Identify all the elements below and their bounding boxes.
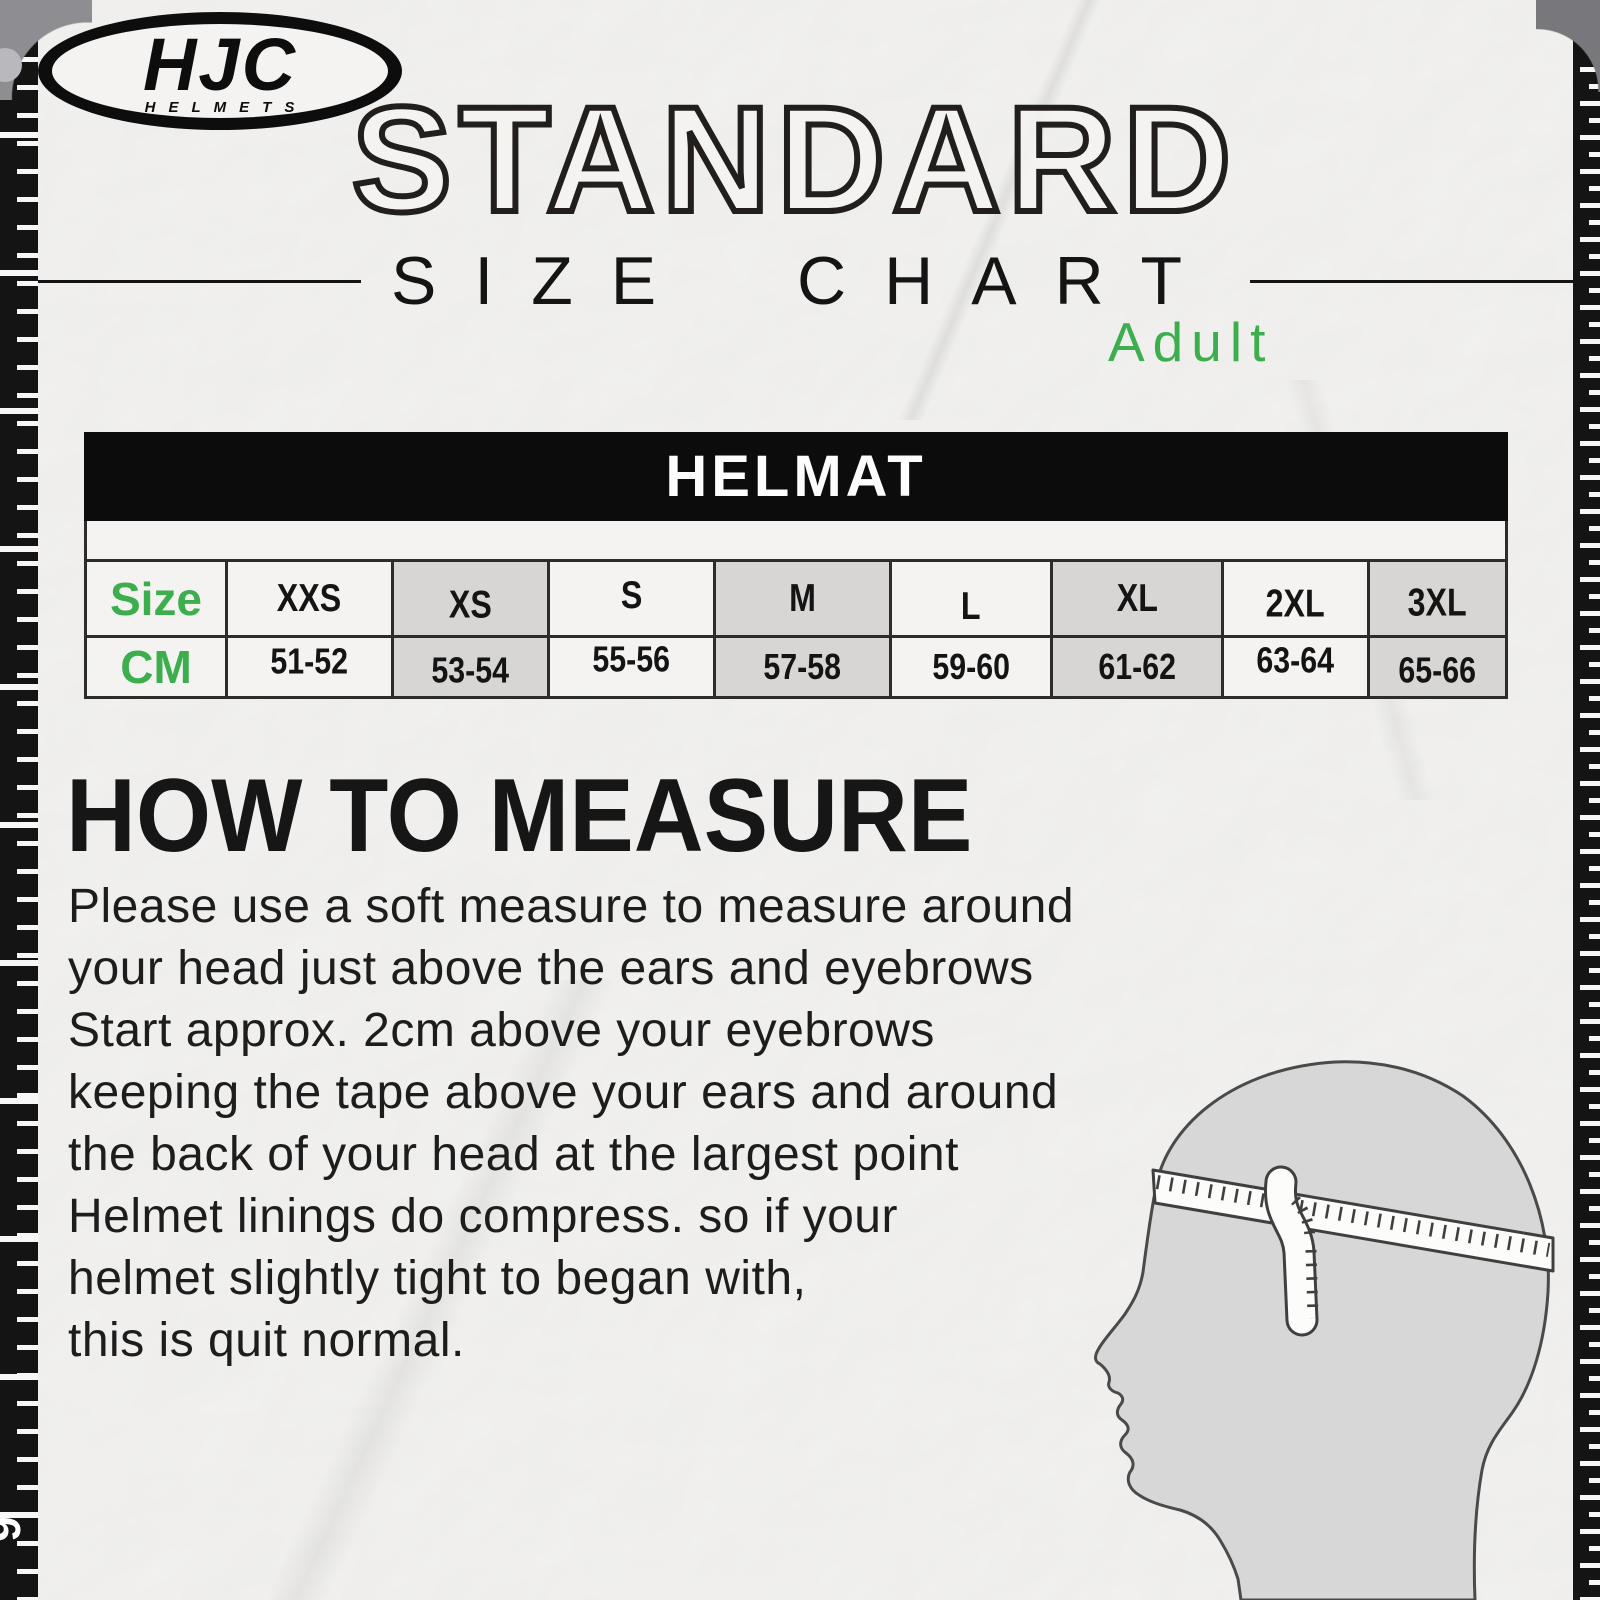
cm-row-label-cell: CM xyxy=(87,638,225,696)
cm-cell: 63-64 xyxy=(1224,638,1367,696)
cm-cell: 65-66 xyxy=(1370,638,1505,696)
size-cell: S xyxy=(550,562,713,635)
cm-label: CM xyxy=(120,641,192,693)
ruler-number: 6 xyxy=(0,1516,31,1542)
subtitle-row: SIZE CHART xyxy=(38,243,1573,319)
ruler-short-ticks xyxy=(1589,21,1600,1600)
size-row-label-cell: Size xyxy=(87,562,225,635)
ruler-minor-ticks xyxy=(17,6,38,1600)
table-row-cm: CM 51-52 53-54 55-56 57-58 59-60 61-62 6… xyxy=(87,635,1505,696)
size-cell: L xyxy=(892,562,1050,635)
table-row-sizes: Size XXS XS S M L XL 2XL 3XL xyxy=(87,559,1505,635)
size-cell: XXS xyxy=(228,562,391,635)
how-to-measure-heading: HOW TO MEASURE xyxy=(66,758,973,874)
cm-cell: 55-56 xyxy=(550,638,713,696)
size-label: Size xyxy=(109,572,203,625)
cm-cell: 59-60 xyxy=(892,638,1050,696)
size-cell: XS xyxy=(394,562,547,635)
page-subtitle: SIZE CHART xyxy=(390,243,1221,319)
logo-text: HJC xyxy=(143,23,297,106)
audience-label: Adult xyxy=(1108,311,1274,373)
corner-circle xyxy=(0,48,22,82)
table-grid: Size XXS XS S M L XL 2XL 3XL CM 51-52 53… xyxy=(84,521,1508,699)
right-ruler-strip xyxy=(1573,0,1600,1600)
cm-cell: 53-54 xyxy=(394,638,547,696)
cm-cell: 51-52 xyxy=(228,638,391,696)
size-cell: 2XL xyxy=(1224,562,1367,635)
size-cell: 3XL xyxy=(1370,562,1505,635)
left-ruler-strip: 6 xyxy=(0,0,38,1600)
table-spacer-row xyxy=(87,521,1505,559)
logo-tagline: HELMETS xyxy=(145,99,308,116)
table-title-bar: HELMAT xyxy=(84,432,1508,521)
subtitle-left-line xyxy=(38,279,361,283)
page-title: STANDARD xyxy=(349,75,1239,243)
cm-cell: 57-58 xyxy=(716,638,889,696)
curled-corner-top-right xyxy=(1536,0,1600,92)
cm-cell: 61-62 xyxy=(1053,638,1221,696)
size-cell: M xyxy=(716,562,889,635)
helmet-size-table: HELMAT Size XXS XS S M L XL 2XL 3XL CM 5… xyxy=(84,432,1508,699)
subtitle-right-line xyxy=(1250,279,1573,283)
curled-corner-top-left xyxy=(0,0,92,100)
how-to-measure-text: Please use a soft measure to measure aro… xyxy=(68,880,1075,1367)
size-cell: XL xyxy=(1053,562,1221,635)
